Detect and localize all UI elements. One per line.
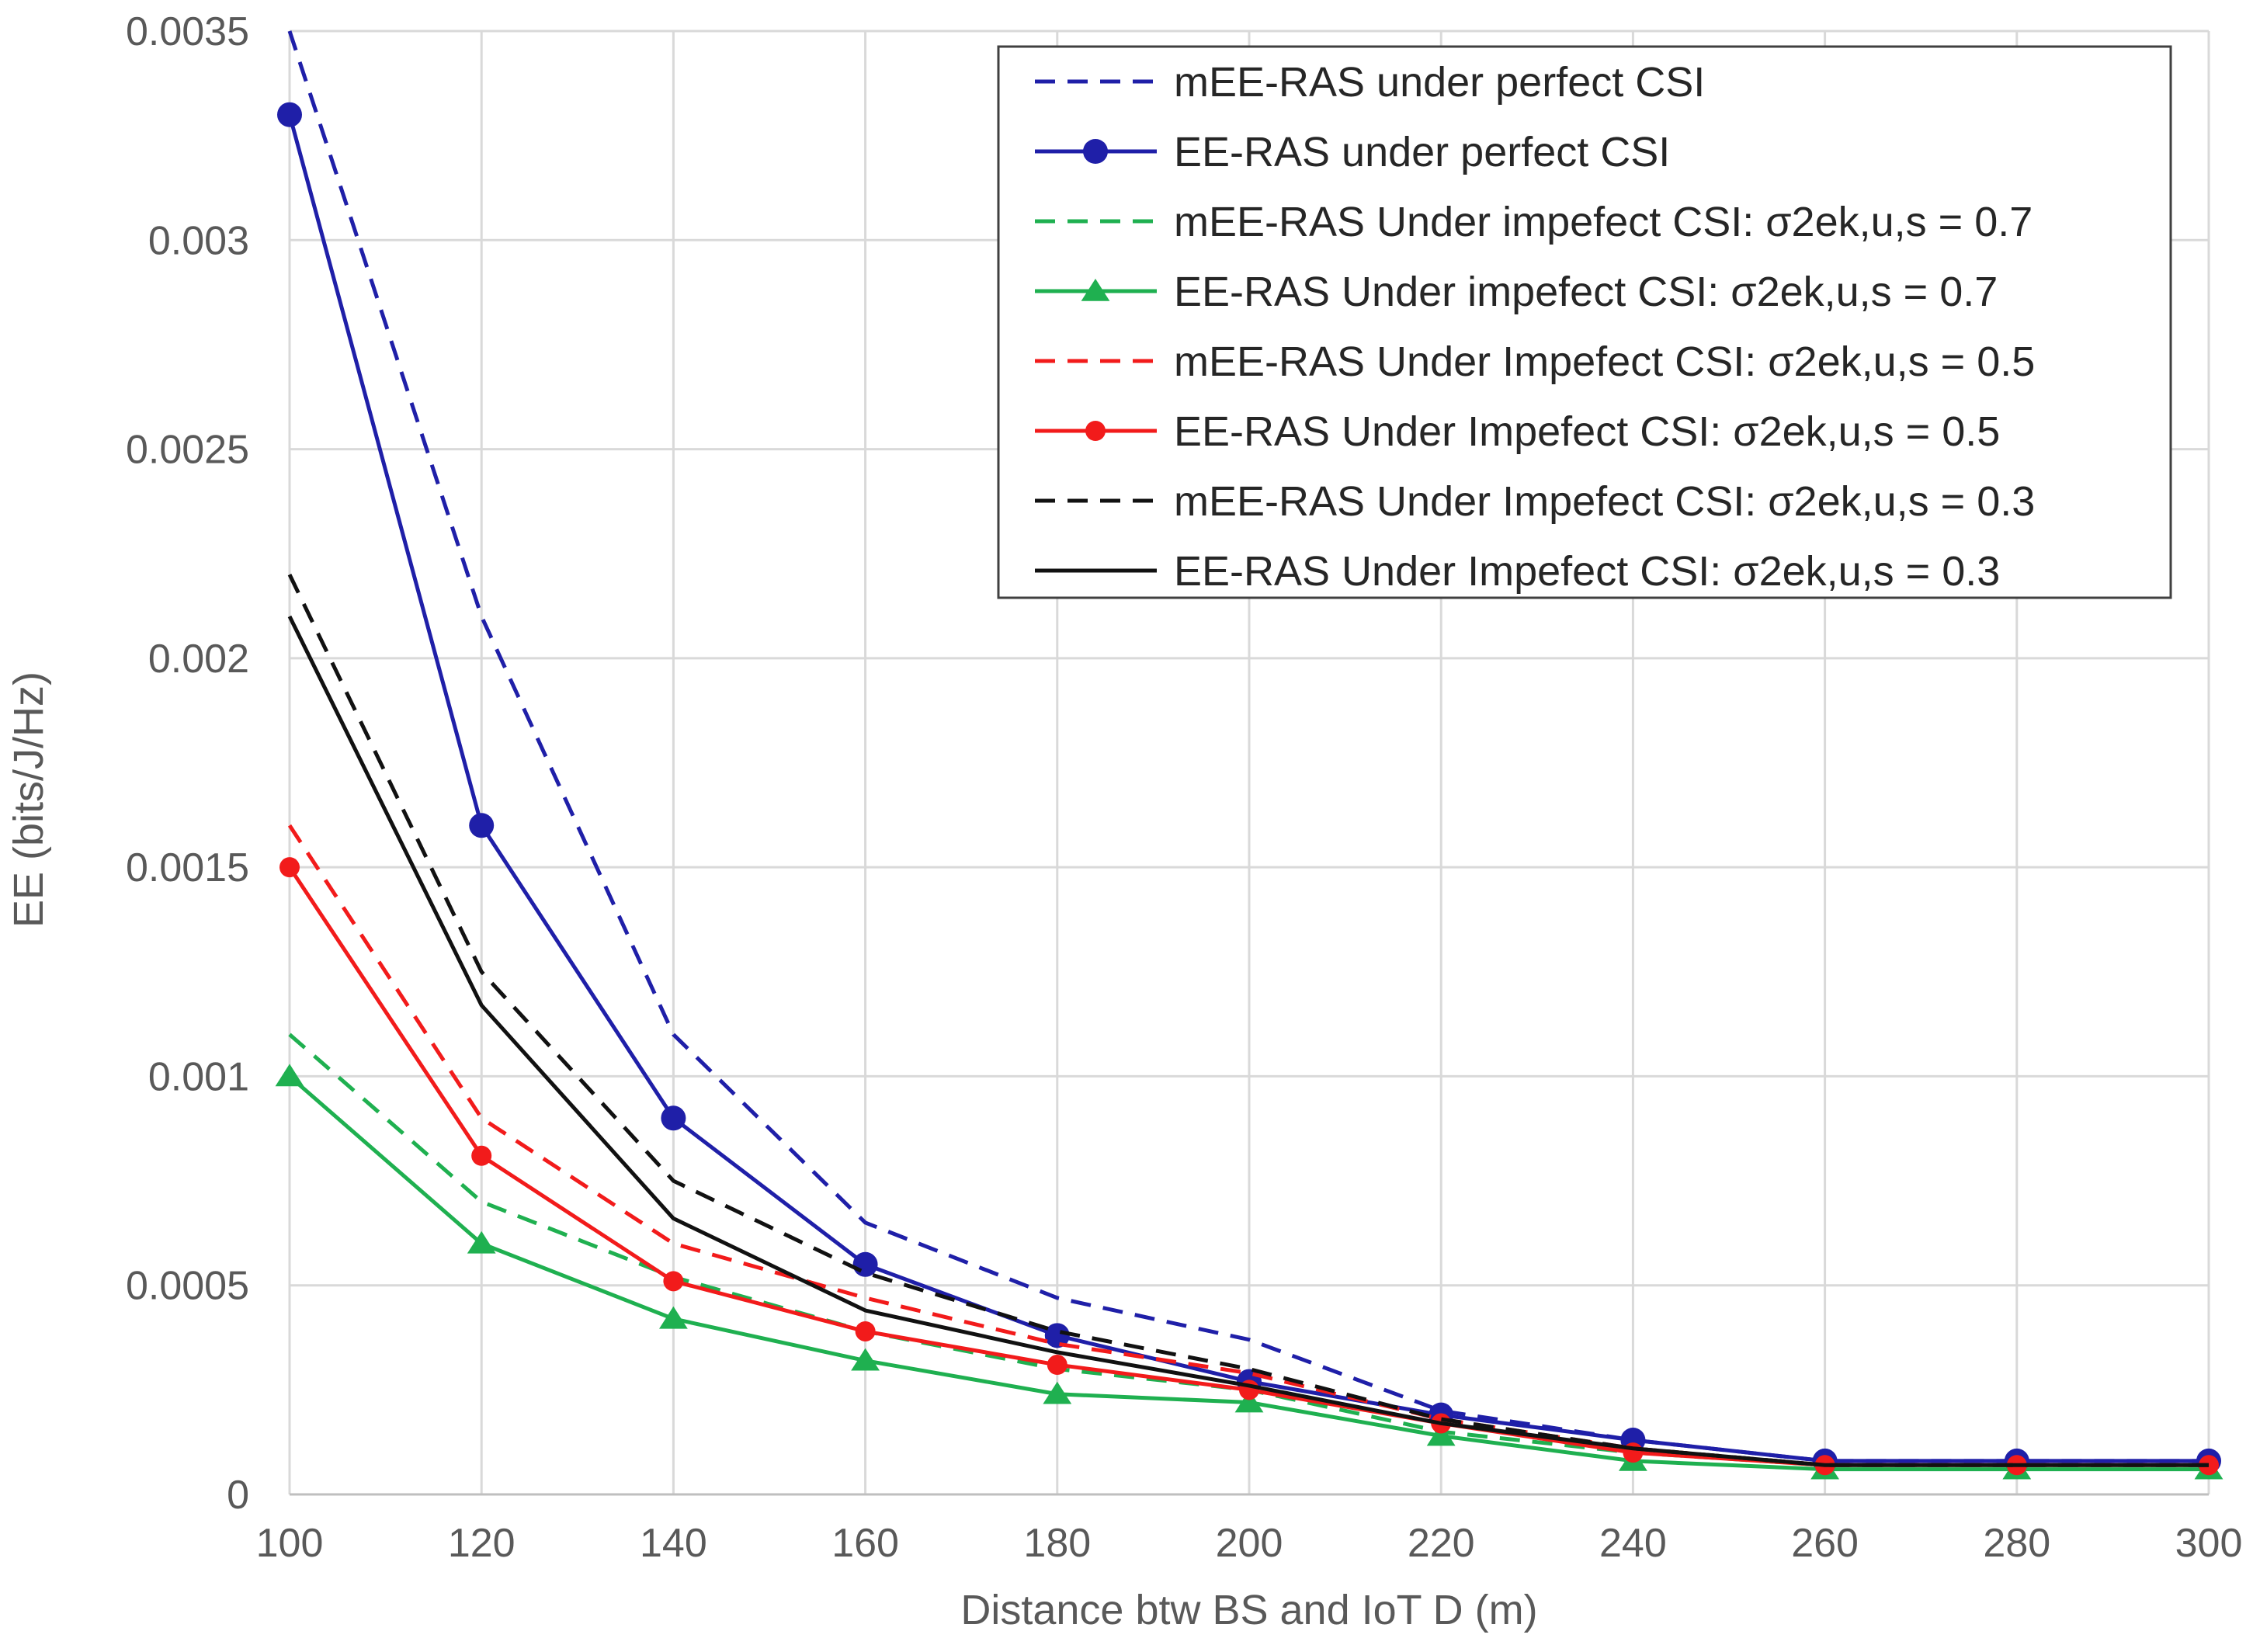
- data-point: [1426, 1423, 1456, 1446]
- y-tick-label: 0.002: [148, 637, 249, 682]
- series-7: [287, 574, 2209, 1467]
- legend-item: mEE-RAS Under Impefect CSI: σ2ek,u,s = 0…: [1035, 478, 2035, 525]
- y-tick-label: 0.0005: [126, 1264, 249, 1309]
- x-tick-label: 280: [1983, 1521, 2050, 1566]
- data-point: [852, 1251, 878, 1277]
- legend-label: EE-RAS Under impefect CSI: σ2ek,u,s = 0.…: [1174, 269, 1998, 315]
- legend-item: EE-RAS Under impefect CSI: σ2ek,u,s = 0.…: [1035, 269, 1998, 315]
- legend-label: EE-RAS Under Impefect CSI: σ2ek,u,s = 0.…: [1174, 408, 2000, 455]
- data-point: [279, 857, 300, 878]
- legend-item: EE-RAS Under Impefect CSI: σ2ek,u,s = 0.…: [1035, 408, 2000, 455]
- series-4: [275, 1064, 2223, 1480]
- legend-item: mEE-RAS under perfect CSI: [1035, 59, 1705, 106]
- y-tick-label: 0.0035: [126, 9, 249, 54]
- legend-label: mEE-RAS Under impefect CSI: σ2ek,u,s = 0…: [1174, 199, 2033, 245]
- legend: mEE-RAS under perfect CSI EE-RAS under pe…: [997, 45, 2172, 599]
- data-point: [1044, 1323, 1070, 1348]
- legend-item: EE-RAS under perfect CSI: [1035, 129, 1670, 175]
- series-line: [287, 824, 2209, 1467]
- x-tick-label: 240: [1599, 1521, 1667, 1566]
- series-line: [287, 574, 2209, 1467]
- data-point: [851, 1348, 880, 1371]
- legend-label: EE-RAS Under Impefect CSI: σ2ek,u,s = 0.…: [1174, 548, 2000, 595]
- series-line: [287, 615, 2209, 1467]
- series-5: [287, 824, 2209, 1467]
- legend-marker: [1083, 139, 1108, 164]
- data-point: [1043, 1381, 1072, 1404]
- data-point: [471, 1145, 492, 1166]
- y-tick-label: 0.003: [148, 218, 249, 263]
- legend-label: mEE-RAS Under Impefect CSI: σ2ek,u,s = 0…: [1174, 478, 2035, 525]
- y-tick-label: 0.0015: [126, 845, 249, 890]
- data-point: [1047, 1355, 1067, 1376]
- y-tick-label: 0: [227, 1473, 249, 1518]
- legend-box: [997, 45, 2172, 599]
- data-point: [469, 813, 495, 838]
- legend-item: EE-RAS Under Impefect CSI: σ2ek,u,s = 0.…: [1035, 548, 2000, 595]
- data-point: [663, 1271, 684, 1292]
- data-point: [855, 1321, 876, 1341]
- legend-marker: [1085, 421, 1106, 441]
- legend-item: mEE-RAS Under Impefect CSI: σ2ek,u,s = 0…: [1035, 338, 2035, 385]
- x-tick-label: 220: [1408, 1521, 1475, 1566]
- y-tick-label: 0.001: [148, 1054, 249, 1099]
- tick-labels: 0 0.0005 0.001 0.0015 0.002 0.0025 0.003 0.0035…: [126, 9, 2242, 1566]
- legend-item: mEE-RAS Under impefect CSI: σ2ek,u,s = 0…: [1035, 199, 2033, 245]
- x-tick-label: 260: [1791, 1521, 1859, 1566]
- x-tick-label: 140: [640, 1521, 707, 1566]
- legend-label: EE-RAS under perfect CSI: [1174, 129, 1670, 175]
- x-tick-label: 120: [448, 1521, 516, 1566]
- series-1: [287, 30, 2209, 1463]
- data-point: [277, 102, 302, 127]
- y-tick-label: 0.0025: [126, 428, 249, 473]
- data-point: [1234, 1390, 1264, 1413]
- x-tick-label: 200: [1216, 1521, 1283, 1566]
- x-tick-label: 300: [2175, 1521, 2243, 1566]
- x-axis-title: Distance btw BS and IoT D (m): [960, 1587, 1537, 1633]
- data-point: [661, 1105, 686, 1131]
- y-axis-title: EE (bits/J/Hz): [5, 672, 52, 928]
- legend-label: mEE-RAS Under Impefect CSI: σ2ek,u,s = 0…: [1174, 338, 2035, 385]
- series-8: [287, 615, 2209, 1467]
- x-tick-label: 180: [1023, 1521, 1091, 1566]
- data-point: [659, 1306, 688, 1329]
- series-line: [287, 30, 2209, 1463]
- legend-marker: [1081, 279, 1110, 301]
- data-series-group: [275, 30, 2223, 1480]
- x-tick-label: 160: [831, 1521, 899, 1566]
- data-point: [467, 1230, 496, 1254]
- legend-label: mEE-RAS under perfect CSI: [1174, 59, 1705, 106]
- data-point: [1623, 1442, 1644, 1463]
- data-point: [275, 1064, 304, 1087]
- x-tick-label: 100: [256, 1521, 324, 1566]
